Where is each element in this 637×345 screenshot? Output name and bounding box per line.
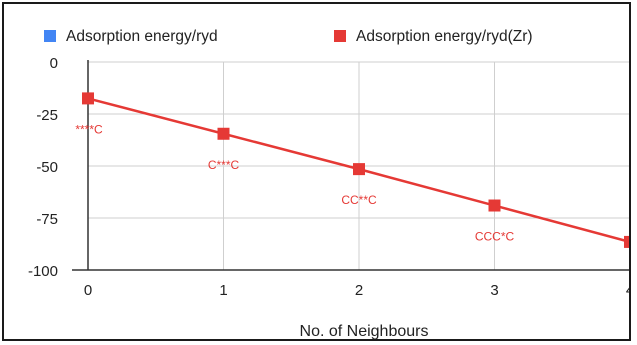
series-layer [82,92,629,248]
data-point [353,163,365,176]
y-tick-label: -75 [36,211,58,228]
legend-label: Adsorption energy/ryd(Zr) [356,28,533,45]
legend-label: Adsorption energy/ryd [66,28,218,45]
y-tick-label: -25 [36,107,58,124]
x-axis-label: No. of Neighbours [300,323,429,340]
data-annotation: CCC*C [475,230,515,244]
data-point [82,92,94,105]
x-tick-label: 0 [84,282,92,299]
data-annotation: ****C [75,122,103,136]
legend-swatch [334,30,346,42]
x-tick-label: 1 [219,282,227,299]
legend: Adsorption energy/ryd Adsorption energy/r… [44,28,533,45]
data-point [624,235,629,248]
data-annotation: C***C [208,158,240,172]
y-tick-label: -100 [28,263,58,280]
x-tick-label: 2 [355,282,363,299]
data-annotation: CC**C [341,193,377,207]
y-tick-label: -50 [36,159,58,176]
line-chart: Adsorption energy/ryd Adsorption energy/r… [28,28,631,340]
y-tick-label: 0 [50,55,58,72]
axes: 0 -25 -50 -75 -100 0 1 2 3 4 [28,55,631,299]
legend-swatch [44,30,56,42]
data-point [488,199,501,212]
chart-frame: Adsorption energy/ryd Adsorption energy/r… [2,2,631,341]
annotation-layer: ****C C***C CC**C CCC*C [75,122,514,243]
data-point [217,127,230,140]
x-tick-label: 3 [490,282,498,299]
x-tick-label: 4 [626,282,631,299]
